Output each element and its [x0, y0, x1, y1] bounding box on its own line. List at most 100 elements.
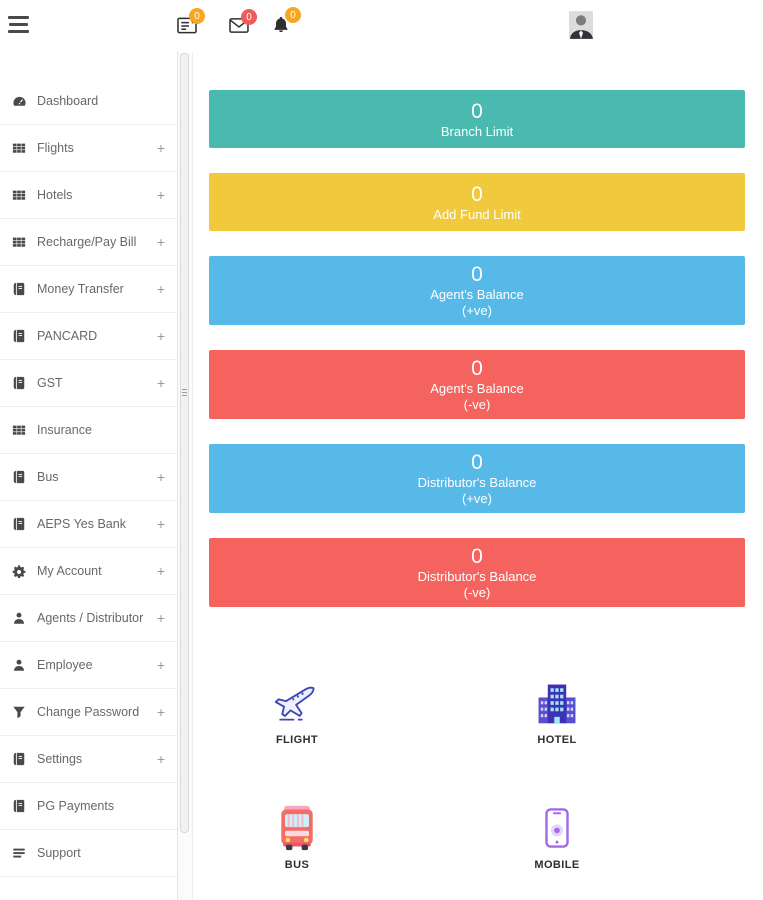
stat-value: 0	[471, 263, 483, 286]
stat-banner: 0 Distributor's Balance (+ve)	[209, 444, 745, 513]
user-icon	[12, 658, 31, 672]
expand-plus-icon: +	[156, 563, 165, 579]
book-icon	[12, 282, 31, 296]
sidebar-item-agents-distributor[interactable]: Agents / Distributor +	[0, 595, 177, 642]
filter-icon	[12, 705, 31, 719]
bus-icon	[273, 802, 321, 854]
stat-value: 0	[471, 357, 483, 380]
sidebar-item-employee[interactable]: Employee +	[0, 642, 177, 689]
support-icon	[12, 846, 31, 860]
sidebar-item-pg-payments[interactable]: PG Payments	[0, 783, 177, 830]
sidebar-scrollbar[interactable]	[178, 52, 193, 900]
book-icon	[12, 329, 31, 343]
sidebar-item-support[interactable]: Support	[0, 830, 177, 877]
stat-label: Add Fund Limit	[433, 206, 521, 222]
stat-label: Distributor's Balance	[417, 475, 537, 490]
scrollbar-grip-icon	[182, 388, 187, 397]
sidebar-item-pancard[interactable]: PANCARD +	[0, 313, 177, 360]
expand-plus-icon: +	[156, 328, 165, 344]
services-row: FLIGHT HOTEL	[209, 677, 745, 746]
sidebar-item-recharge-pay-bill[interactable]: Recharge/Pay Bill +	[0, 219, 177, 266]
sidebar-item-label: GST	[37, 376, 63, 390]
service-hotel[interactable]: HOTEL	[497, 677, 617, 746]
sidebar-item-label: Agents / Distributor	[37, 611, 144, 625]
main-content: 0 Branch Limit 0 Add Fund Limit 0 Agent's Bal…	[193, 52, 763, 900]
sidebar-item-my-account[interactable]: My Account +	[0, 548, 177, 595]
expand-plus-icon: +	[156, 704, 165, 720]
dashboard-icon	[12, 94, 31, 109]
notification-badge: 0	[285, 7, 301, 23]
grid-icon	[12, 235, 31, 249]
expand-plus-icon: +	[156, 375, 165, 391]
flight-icon	[273, 677, 321, 729]
stat-value: 0	[471, 545, 483, 568]
notification-badge: 0	[241, 9, 257, 25]
grid-icon	[12, 423, 31, 437]
stat-banner: 0 Branch Limit	[209, 90, 745, 148]
stat-banner: 0 Distributor's Balance (-ve)	[209, 538, 745, 607]
expand-plus-icon: +	[156, 657, 165, 673]
stat-label: Agent's Balance	[430, 287, 524, 302]
sidebar-item-change-password[interactable]: Change Password +	[0, 689, 177, 736]
stat-banner: 0 Agent's Balance (-ve)	[209, 350, 745, 419]
stat-label: Distributor's Balance	[417, 569, 537, 584]
services-row: BUS MOBILE	[209, 802, 745, 871]
service-label: MOBILE	[534, 859, 580, 871]
stat-label: Agent's Balance	[430, 381, 524, 396]
sidebar-item-bus[interactable]: Bus +	[0, 454, 177, 501]
sidebar-item-label: Settings	[37, 752, 83, 766]
sidebar-item-money-transfer[interactable]: Money Transfer +	[0, 266, 177, 313]
mobile-icon	[536, 802, 578, 854]
sidebar-item-label: AEPS Yes Bank	[37, 517, 126, 531]
sidebar-item-label: Hotels	[37, 188, 73, 202]
service-flight[interactable]: FLIGHT	[237, 677, 357, 746]
sidebar-item-label: Dashboard	[37, 94, 99, 108]
book-icon	[12, 799, 31, 813]
bell-button[interactable]: 0	[272, 7, 301, 39]
service-mobile[interactable]: MOBILE	[497, 802, 617, 871]
gears-icon	[12, 564, 31, 579]
sidebar-item-label: Recharge/Pay Bill	[37, 235, 137, 249]
scrollbar-thumb[interactable]	[180, 53, 189, 834]
stat-value: 0	[471, 99, 483, 123]
service-label: BUS	[284, 859, 310, 871]
sidebar-item-dashboard[interactable]: Dashboard	[0, 78, 177, 125]
notification-badge: 0	[189, 8, 205, 24]
grid-icon	[12, 188, 31, 202]
stat-label: (+ve)	[462, 303, 492, 318]
sidebar-item-insurance[interactable]: Insurance	[0, 407, 177, 454]
stat-banners: 0 Branch Limit 0 Add Fund Limit 0 Agent's Bal…	[209, 90, 745, 607]
report-button[interactable]: 0	[176, 8, 205, 40]
bell-icon	[272, 15, 290, 39]
sidebar-item-label: Support	[37, 846, 81, 860]
topbar: 0 0 0	[0, 0, 763, 52]
sidebar-item-settings[interactable]: Settings +	[0, 736, 177, 783]
mail-button[interactable]: 0	[228, 9, 257, 39]
expand-plus-icon: +	[156, 140, 165, 156]
service-label: HOTEL	[537, 734, 577, 746]
sidebar: Dashboard Flights + Hotels + Recharge/Pay Bil…	[0, 52, 178, 900]
sidebar-item-flights[interactable]: Flights +	[0, 125, 177, 172]
grid-icon	[12, 141, 31, 155]
sidebar-item-hotels[interactable]: Hotels +	[0, 172, 177, 219]
menu-toggle-button[interactable]	[8, 16, 30, 33]
sidebar-item-label: Insurance	[37, 423, 92, 437]
service-bus[interactable]: BUS	[237, 802, 357, 871]
page-layout: Dashboard Flights + Hotels + Recharge/Pay Bil…	[0, 52, 763, 900]
sidebar-item-aeps-yes-bank[interactable]: AEPS Yes Bank +	[0, 501, 177, 548]
sidebar-item-gst[interactable]: GST +	[0, 360, 177, 407]
expand-plus-icon: +	[156, 610, 165, 626]
book-icon	[12, 376, 31, 390]
expand-plus-icon: +	[156, 281, 165, 297]
sidebar-item-label: PANCARD	[37, 329, 98, 343]
expand-plus-icon: +	[156, 516, 165, 532]
hotel-icon	[533, 677, 581, 729]
expand-plus-icon: +	[156, 751, 165, 767]
expand-plus-icon: +	[156, 469, 165, 485]
expand-plus-icon: +	[156, 187, 165, 203]
book-icon	[12, 470, 31, 484]
stat-label: (-ve)	[463, 397, 491, 412]
services-grid: FLIGHT HOTEL BUS MOBILE	[209, 677, 745, 871]
stat-banner: 0 Add Fund Limit	[209, 173, 745, 231]
user-avatar[interactable]	[569, 11, 593, 39]
